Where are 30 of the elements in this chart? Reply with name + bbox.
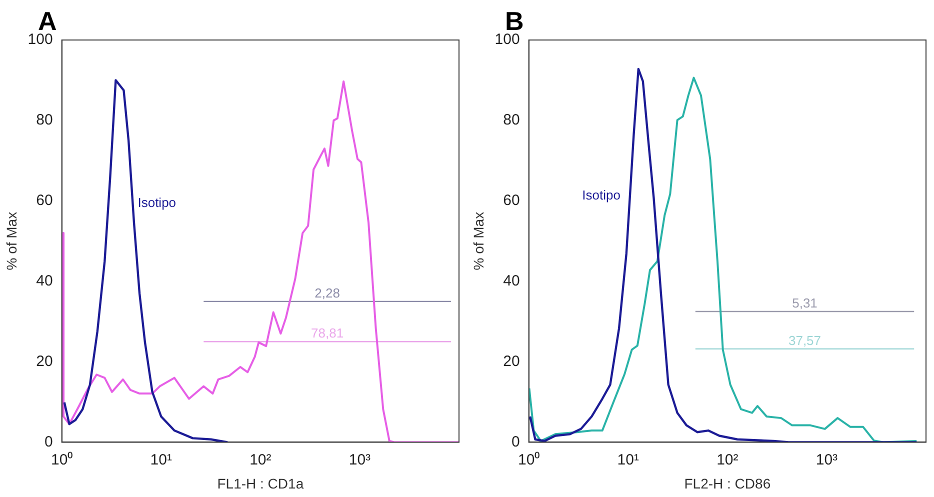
y-axis-title: % of Max — [470, 212, 486, 270]
x-tick-label: 10⁰ — [518, 451, 540, 468]
y-tick-label: 40 — [503, 272, 520, 290]
x-axis-title: FL2-H : CD86 — [684, 475, 771, 492]
x-tick-label: 10² — [716, 451, 738, 468]
series-label: Isotipo — [582, 187, 620, 202]
y-tick-label: 100 — [28, 31, 53, 48]
y-tick-label: 60 — [36, 192, 53, 210]
x-tick-label: 10³ — [816, 451, 838, 468]
y-tick-label: 20 — [36, 352, 53, 370]
y-tick-label: 80 — [503, 112, 520, 129]
x-tick-label: 10³ — [348, 451, 371, 468]
y-tick-label: 0 — [511, 433, 520, 450]
y-tick-label: 20 — [503, 352, 520, 370]
series-label: Isotipo — [138, 194, 176, 210]
x-tick-label: 10¹ — [150, 451, 172, 468]
y-axis-title: % of Max — [3, 212, 20, 270]
y-tick-label: 40 — [36, 272, 53, 290]
y-tick-label: 60 — [503, 192, 520, 210]
y-tick-label: 0 — [44, 433, 53, 450]
annotation: 2,28 — [314, 286, 340, 301]
annotation: 37,57 — [788, 332, 822, 348]
x-tick-label: 10⁰ — [50, 451, 73, 468]
x-axis-title: FL1-H : CD1a — [217, 475, 304, 492]
x-tick-label: 10² — [250, 451, 272, 468]
annotation: 78,81 — [311, 326, 344, 341]
x-tick-label: 10¹ — [617, 451, 639, 468]
y-tick-label: 100 — [494, 31, 520, 48]
y-tick-label: 80 — [36, 112, 53, 129]
annotation: 5,31 — [792, 296, 818, 311]
